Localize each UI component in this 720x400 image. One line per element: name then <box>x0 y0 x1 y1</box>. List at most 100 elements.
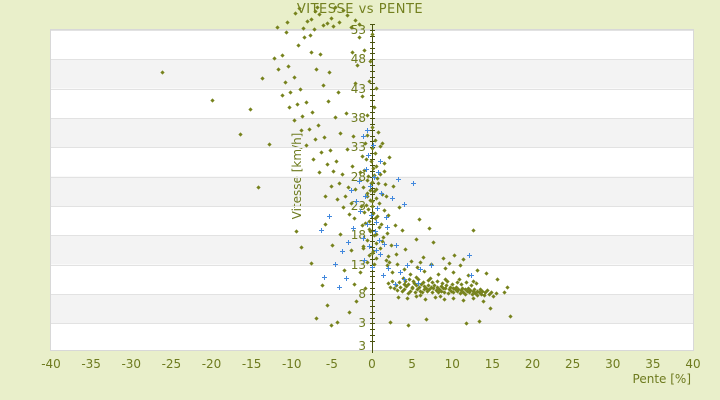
data-point-diamond <box>334 159 339 164</box>
data-point-diamond <box>382 208 387 213</box>
data-point-plus <box>375 205 381 211</box>
x-tick-label: 40 <box>685 357 701 371</box>
data-point-plus <box>318 227 324 233</box>
data-point-plus <box>332 261 338 267</box>
data-point-diamond <box>308 33 313 38</box>
y-axis-minor-tick <box>370 47 375 49</box>
data-point-plus <box>372 229 378 235</box>
x-tick-label: -5 <box>325 357 338 371</box>
y-axis-minor-tick <box>370 194 375 196</box>
data-point-diamond <box>397 205 402 210</box>
data-point-diamond <box>461 257 466 262</box>
data-point-plus <box>382 242 388 248</box>
data-point-plus <box>367 244 373 250</box>
data-point-diamond <box>283 80 288 85</box>
data-point-diamond <box>308 50 314 55</box>
y-tick-label: 38 <box>350 111 366 126</box>
data-point-diamond <box>352 216 357 222</box>
data-point-plus <box>326 214 332 220</box>
y-axis-minor-tick <box>370 82 375 84</box>
data-point-diamond <box>451 296 456 301</box>
data-point-diamond <box>310 110 315 115</box>
data-point-diamond <box>355 63 360 68</box>
x-tick-label: -40 <box>41 357 61 371</box>
data-point-diamond <box>441 256 446 261</box>
data-point-diamond <box>377 200 382 206</box>
plot-area: Vitesse [km/h] Pente [%] 53 48 43 38 33 28 23 1… <box>41 5 701 386</box>
data-point-diamond <box>379 222 384 227</box>
data-point-diamond <box>288 90 294 95</box>
data-point-diamond <box>443 266 448 271</box>
y-axis-minor-tick <box>370 276 375 278</box>
data-point-diamond <box>452 253 457 258</box>
data-point-diamond <box>389 243 394 249</box>
data-point-diamond <box>318 51 323 57</box>
data-point-diamond <box>470 228 476 233</box>
x-tick-label: 5 <box>408 357 416 371</box>
x-tick-label: 30 <box>605 357 621 371</box>
data-point-diamond <box>400 227 405 233</box>
data-point-diamond <box>287 105 292 110</box>
data-point-diamond <box>361 185 366 190</box>
data-point-diamond <box>458 263 463 268</box>
y-axis-minor-tick <box>370 129 375 131</box>
data-point-diamond <box>360 94 365 99</box>
data-point-plus <box>362 257 368 263</box>
data-point-plus <box>418 266 424 272</box>
data-point-plus <box>356 178 362 184</box>
data-point-plus <box>358 208 364 214</box>
data-point-plus <box>390 196 396 202</box>
data-point-plus <box>367 183 373 189</box>
data-point-diamond <box>307 127 312 132</box>
data-point-diamond <box>394 252 399 257</box>
data-point-diamond <box>350 164 355 169</box>
data-point-diamond <box>376 129 381 135</box>
y-axis-minor-tick <box>370 341 375 342</box>
data-point-diamond <box>248 107 253 112</box>
x-tick-label: -20 <box>201 357 222 371</box>
data-point-plus <box>375 169 381 175</box>
data-point-plus <box>346 239 352 245</box>
data-point-diamond <box>353 17 359 23</box>
y-tick-label: 28 <box>350 169 366 184</box>
data-point-plus <box>394 243 400 249</box>
data-point-plus <box>404 263 410 269</box>
y-axis-minor-tick <box>370 135 375 137</box>
y-axis-minor-tick <box>370 41 375 43</box>
data-point-diamond <box>210 98 215 103</box>
data-point-plus <box>360 236 366 242</box>
data-point-diamond <box>294 229 299 234</box>
data-point-plus <box>363 166 369 172</box>
data-point-diamond <box>260 75 265 81</box>
y-axis-minor-tick <box>370 94 375 96</box>
data-point-diamond <box>505 285 510 290</box>
y-axis-minor-tick <box>370 71 375 73</box>
data-point-diamond <box>414 237 419 242</box>
data-point-diamond <box>279 53 285 58</box>
data-point-diamond <box>349 248 354 253</box>
y-axis-minor-tick <box>370 24 375 26</box>
y-axis-minor-tick <box>370 65 375 67</box>
data-point-diamond <box>384 194 389 199</box>
data-point-plus <box>374 248 380 254</box>
data-point-diamond <box>383 182 388 188</box>
data-point-diamond <box>481 298 486 304</box>
data-point-diamond <box>280 93 286 98</box>
data-point-diamond <box>324 162 330 167</box>
data-point-diamond <box>299 245 304 250</box>
data-point-plus <box>386 265 392 271</box>
y-tick-label: 53 <box>350 23 366 37</box>
data-point-diamond <box>338 131 343 136</box>
data-point-plus <box>402 201 408 207</box>
data-point-diamond <box>433 295 438 300</box>
data-point-diamond <box>309 17 314 22</box>
data-point-diamond <box>295 102 300 107</box>
data-point-plus <box>428 262 434 268</box>
data-point-diamond <box>347 310 352 315</box>
data-point-plus <box>364 127 370 133</box>
y-tick-label: 43 <box>350 81 366 96</box>
data-point-plus <box>392 282 398 288</box>
data-point-plus <box>371 174 377 180</box>
y-tick-label: 8 <box>358 287 366 302</box>
y-axis-minor-tick <box>370 223 375 225</box>
